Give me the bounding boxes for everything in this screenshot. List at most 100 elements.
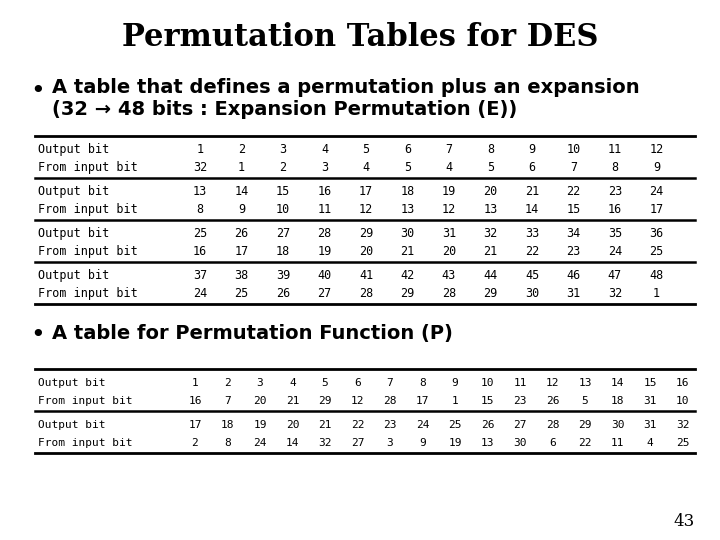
Text: 11: 11 xyxy=(608,143,622,156)
Text: 1: 1 xyxy=(451,395,459,406)
Text: 10: 10 xyxy=(276,203,290,216)
Text: 8: 8 xyxy=(611,161,618,174)
Text: 15: 15 xyxy=(567,203,580,216)
Text: 40: 40 xyxy=(318,269,332,282)
Text: 8: 8 xyxy=(224,437,231,448)
Text: 24: 24 xyxy=(193,287,207,300)
Text: 26: 26 xyxy=(481,420,494,429)
Text: 5: 5 xyxy=(362,143,369,156)
Text: 19: 19 xyxy=(318,245,332,258)
Text: 1: 1 xyxy=(197,143,204,156)
Text: 18: 18 xyxy=(400,185,415,198)
Text: 48: 48 xyxy=(649,269,664,282)
Text: 25: 25 xyxy=(676,437,689,448)
Text: From input bit: From input bit xyxy=(38,287,138,300)
Text: 28: 28 xyxy=(359,287,373,300)
Text: 25: 25 xyxy=(449,420,462,429)
Text: 9: 9 xyxy=(419,437,426,448)
Text: 10: 10 xyxy=(567,143,580,156)
Text: •: • xyxy=(30,324,45,347)
Text: 5: 5 xyxy=(487,161,494,174)
Text: 25: 25 xyxy=(235,287,248,300)
Text: 21: 21 xyxy=(400,245,415,258)
Text: (32 → 48 bits : Expansion Permutation (E)): (32 → 48 bits : Expansion Permutation (E… xyxy=(52,100,517,119)
Text: 22: 22 xyxy=(567,185,580,198)
Text: 8: 8 xyxy=(487,143,494,156)
Text: 13: 13 xyxy=(400,203,415,216)
Text: 13: 13 xyxy=(578,377,592,388)
Text: 28: 28 xyxy=(318,227,332,240)
Text: 2: 2 xyxy=(279,161,287,174)
Text: 11: 11 xyxy=(318,203,332,216)
Text: 4: 4 xyxy=(362,161,369,174)
Text: 19: 19 xyxy=(442,185,456,198)
Text: 39: 39 xyxy=(276,269,290,282)
Text: Output bit: Output bit xyxy=(38,420,106,429)
Text: 4: 4 xyxy=(321,143,328,156)
Text: 7: 7 xyxy=(446,143,453,156)
Text: 34: 34 xyxy=(567,227,580,240)
Text: 21: 21 xyxy=(483,245,498,258)
Text: 26: 26 xyxy=(546,395,559,406)
Text: 7: 7 xyxy=(570,161,577,174)
Text: 28: 28 xyxy=(383,395,397,406)
Text: 14: 14 xyxy=(235,185,248,198)
Text: A table for Permutation Function (P): A table for Permutation Function (P) xyxy=(52,324,453,343)
Text: 13: 13 xyxy=(483,203,498,216)
Text: 11: 11 xyxy=(513,377,527,388)
Text: 12: 12 xyxy=(442,203,456,216)
Text: 2: 2 xyxy=(238,143,245,156)
Text: 31: 31 xyxy=(643,420,657,429)
Text: 12: 12 xyxy=(649,143,664,156)
Text: 3: 3 xyxy=(387,437,393,448)
Text: 3: 3 xyxy=(321,161,328,174)
Text: 45: 45 xyxy=(525,269,539,282)
Text: 24: 24 xyxy=(649,185,664,198)
Text: 8: 8 xyxy=(197,203,204,216)
Text: 29: 29 xyxy=(578,420,592,429)
Text: 26: 26 xyxy=(276,287,290,300)
Text: 21: 21 xyxy=(286,395,300,406)
Text: 12: 12 xyxy=(359,203,373,216)
Text: 31: 31 xyxy=(567,287,580,300)
Text: 9: 9 xyxy=(528,143,536,156)
Text: 17: 17 xyxy=(188,420,202,429)
Text: 1: 1 xyxy=(653,287,660,300)
Text: 38: 38 xyxy=(235,269,248,282)
Text: 11: 11 xyxy=(611,437,624,448)
Text: 19: 19 xyxy=(449,437,462,448)
Text: 43: 43 xyxy=(442,269,456,282)
Text: 10: 10 xyxy=(676,395,689,406)
Text: 20: 20 xyxy=(286,420,300,429)
Text: 18: 18 xyxy=(221,420,234,429)
Text: 12: 12 xyxy=(351,395,364,406)
Text: 14: 14 xyxy=(286,437,300,448)
Text: Output bit: Output bit xyxy=(38,269,109,282)
Text: 29: 29 xyxy=(359,227,373,240)
Text: 19: 19 xyxy=(253,420,266,429)
Text: 27: 27 xyxy=(276,227,290,240)
Text: 14: 14 xyxy=(525,203,539,216)
Text: 18: 18 xyxy=(276,245,290,258)
Text: Output bit: Output bit xyxy=(38,377,106,388)
Text: Permutation Tables for DES: Permutation Tables for DES xyxy=(122,23,598,53)
Text: 24: 24 xyxy=(608,245,622,258)
Text: 33: 33 xyxy=(525,227,539,240)
Text: 4: 4 xyxy=(647,437,653,448)
Text: 16: 16 xyxy=(676,377,689,388)
Text: 32: 32 xyxy=(676,420,689,429)
Text: 16: 16 xyxy=(318,185,332,198)
Text: 24: 24 xyxy=(415,420,429,429)
Text: 22: 22 xyxy=(525,245,539,258)
Text: 13: 13 xyxy=(193,185,207,198)
Text: 5: 5 xyxy=(404,161,411,174)
Text: 43: 43 xyxy=(674,513,695,530)
Text: 16: 16 xyxy=(608,203,622,216)
Text: 32: 32 xyxy=(608,287,622,300)
Text: From input bit: From input bit xyxy=(38,395,132,406)
Text: 16: 16 xyxy=(193,245,207,258)
Text: 28: 28 xyxy=(442,287,456,300)
Text: 21: 21 xyxy=(318,420,332,429)
Text: 28: 28 xyxy=(546,420,559,429)
Text: 4: 4 xyxy=(289,377,296,388)
